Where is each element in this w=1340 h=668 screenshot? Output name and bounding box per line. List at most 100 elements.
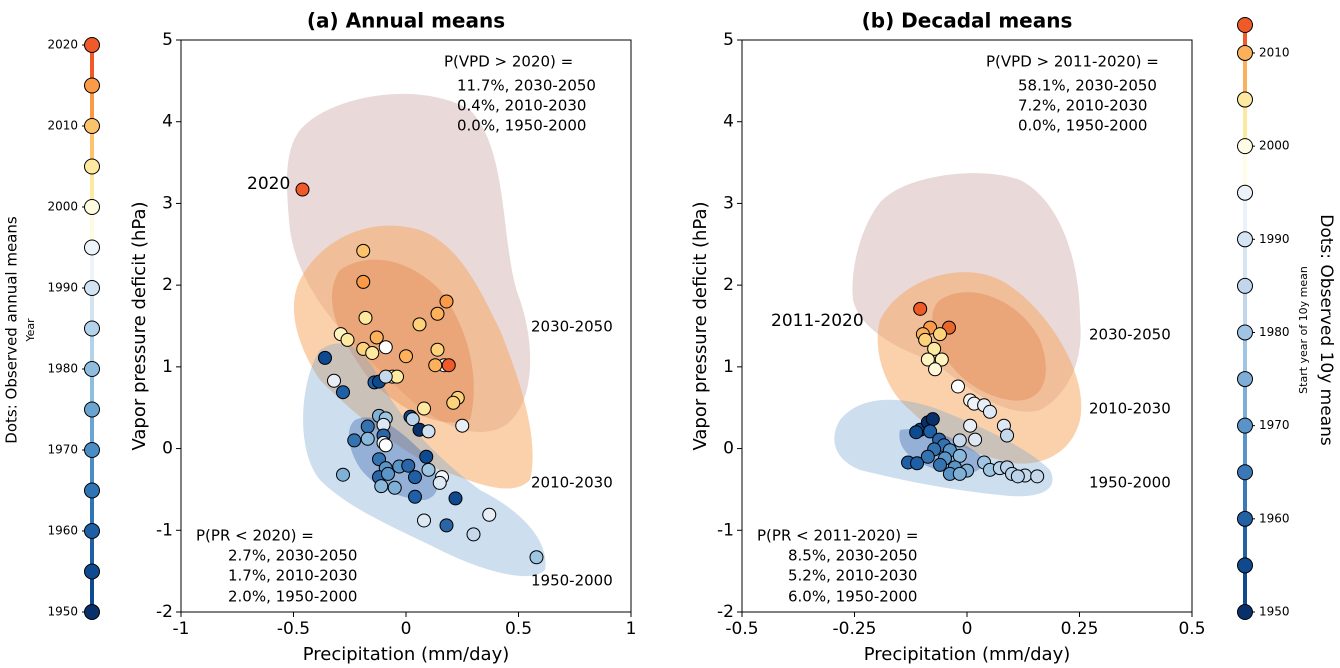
y-axis-label: Vapor pressure deficit (hPa): [690, 201, 711, 450]
colorbar-dot: [1237, 138, 1253, 155]
colorbar-dot: [84, 199, 100, 215]
dot: [360, 431, 375, 446]
annotation: 0.4%, 2010-2030: [457, 97, 586, 115]
dot: [439, 294, 454, 309]
dot: [295, 182, 310, 197]
dot: [439, 518, 454, 533]
colorbar-title: Dots: Observed 10y means: [1316, 214, 1336, 446]
annotation: 8.5%, 2030-2050: [788, 547, 917, 565]
colorbar-dot: [1237, 44, 1253, 61]
colorbar-dot: [1237, 417, 1253, 434]
colorbar-tick-label: 1990: [1259, 232, 1290, 246]
dot: [934, 352, 949, 367]
annotation: 58.1%, 2030-2050: [1018, 77, 1157, 95]
colorbar-tick-label: 2000: [47, 200, 78, 214]
colorbar-title: Dots: Observed annual means: [3, 216, 21, 444]
dot: [928, 362, 943, 377]
colorbar-dot: [84, 118, 100, 134]
colorbar-tick-label: 1950: [1259, 605, 1290, 619]
annotation: 2030-2050: [1089, 326, 1171, 344]
colorbar-dot: [1237, 184, 1253, 201]
colorbar-dot: [84, 239, 100, 256]
y-tick-label: 1: [162, 357, 173, 377]
dot: [446, 395, 461, 410]
y-tick-label: 2: [162, 275, 173, 295]
colorbar-dot: [84, 604, 100, 620]
dot: [378, 340, 393, 355]
dot: [1000, 428, 1015, 443]
dot: [378, 369, 393, 384]
x-tick-label: 0.5: [505, 619, 532, 639]
y-tick-label: 0: [723, 439, 734, 459]
y-tick-label: 4: [723, 112, 734, 132]
x-tick-label: 0.5: [1178, 619, 1205, 639]
y-axis-label: Vapor pressure deficit (hPa): [129, 201, 150, 450]
y-tick-label: 3: [723, 193, 734, 213]
colorbar-dot: [84, 523, 100, 539]
dot: [421, 462, 436, 477]
dot: [432, 475, 447, 490]
y-tick-label: 4: [162, 112, 173, 132]
colorbar-tick-label: 1990: [47, 281, 78, 295]
dot: [387, 480, 402, 495]
y-tick-label: 1: [723, 357, 734, 377]
colorbar-dot: [1237, 371, 1253, 388]
title: (a) Annual means: [307, 9, 505, 33]
y-tick-label: 5: [162, 30, 173, 50]
annotations-b: P(VPD > 2011-2020) = 58.1%, 2030-2050 7.…: [757, 53, 1171, 606]
y-tick-label: 0: [162, 439, 173, 459]
dot: [1010, 469, 1025, 484]
dot: [369, 330, 384, 345]
dot: [923, 424, 938, 439]
annotations-a: P(VPD > 2020) = 11.7%, 2030-2050 0.4%, 2…: [196, 53, 613, 606]
colorbar-tick-label: 2020: [47, 38, 78, 52]
dot: [910, 456, 925, 471]
dot: [933, 457, 947, 472]
colorbar-tick-label: 1960: [47, 524, 78, 538]
dot: [417, 401, 431, 416]
colorbar-tick-label: 2010: [1259, 45, 1290, 59]
annotation: 0.0%, 1950-2000: [457, 117, 586, 135]
colorbar-dot: [84, 158, 100, 175]
dot: [419, 449, 434, 464]
colorbar-dot: [84, 563, 100, 580]
dot: [430, 342, 445, 357]
colorbar-tick-label: 2010: [47, 119, 78, 133]
annotation: 5.2%, 2010-2030: [788, 567, 917, 585]
y-tick-label: 3: [162, 193, 173, 213]
dot: [381, 466, 395, 481]
colorbar-tick-label: 2000: [1259, 139, 1290, 153]
dot: [913, 301, 928, 316]
colorbar-dot: [84, 37, 100, 53]
annotation: P(PR < 2020) =: [196, 527, 314, 545]
dot: [360, 419, 375, 434]
dot: [378, 438, 393, 453]
dot: [399, 349, 413, 364]
annotation: 2010-2030: [531, 474, 613, 492]
colorbar-dot: [1237, 324, 1253, 341]
colorbar-dot: [84, 482, 100, 499]
dot: [933, 327, 947, 342]
y-tick-label: 2: [723, 275, 734, 295]
annotation: 1.7%, 2010-2030: [228, 567, 357, 585]
annotation: 6.0%, 1950-2000: [788, 588, 917, 606]
dot: [920, 352, 935, 367]
annotation: 0.0%, 1950-2000: [1018, 117, 1147, 135]
dot: [417, 513, 431, 528]
annotation: P(VPD > 2020) =: [444, 53, 573, 71]
annotation: 7.2%, 2010-2030: [1018, 97, 1147, 115]
annotation: 2.0%, 1950-2000: [228, 588, 357, 606]
y-tick-label: -1: [717, 520, 734, 540]
dot: [408, 489, 422, 504]
colorbar-dot: [84, 280, 100, 296]
dot: [920, 449, 935, 464]
colorbar-tick-label: 1980: [1259, 325, 1290, 339]
dot: [927, 341, 942, 356]
dot: [466, 527, 481, 542]
colorbar-dot: [84, 401, 100, 418]
x-tick-label: -0.5: [277, 619, 310, 639]
dot: [918, 332, 933, 347]
y-tick-label: 5: [723, 30, 734, 50]
title: (b) Decadal means: [862, 9, 1073, 33]
